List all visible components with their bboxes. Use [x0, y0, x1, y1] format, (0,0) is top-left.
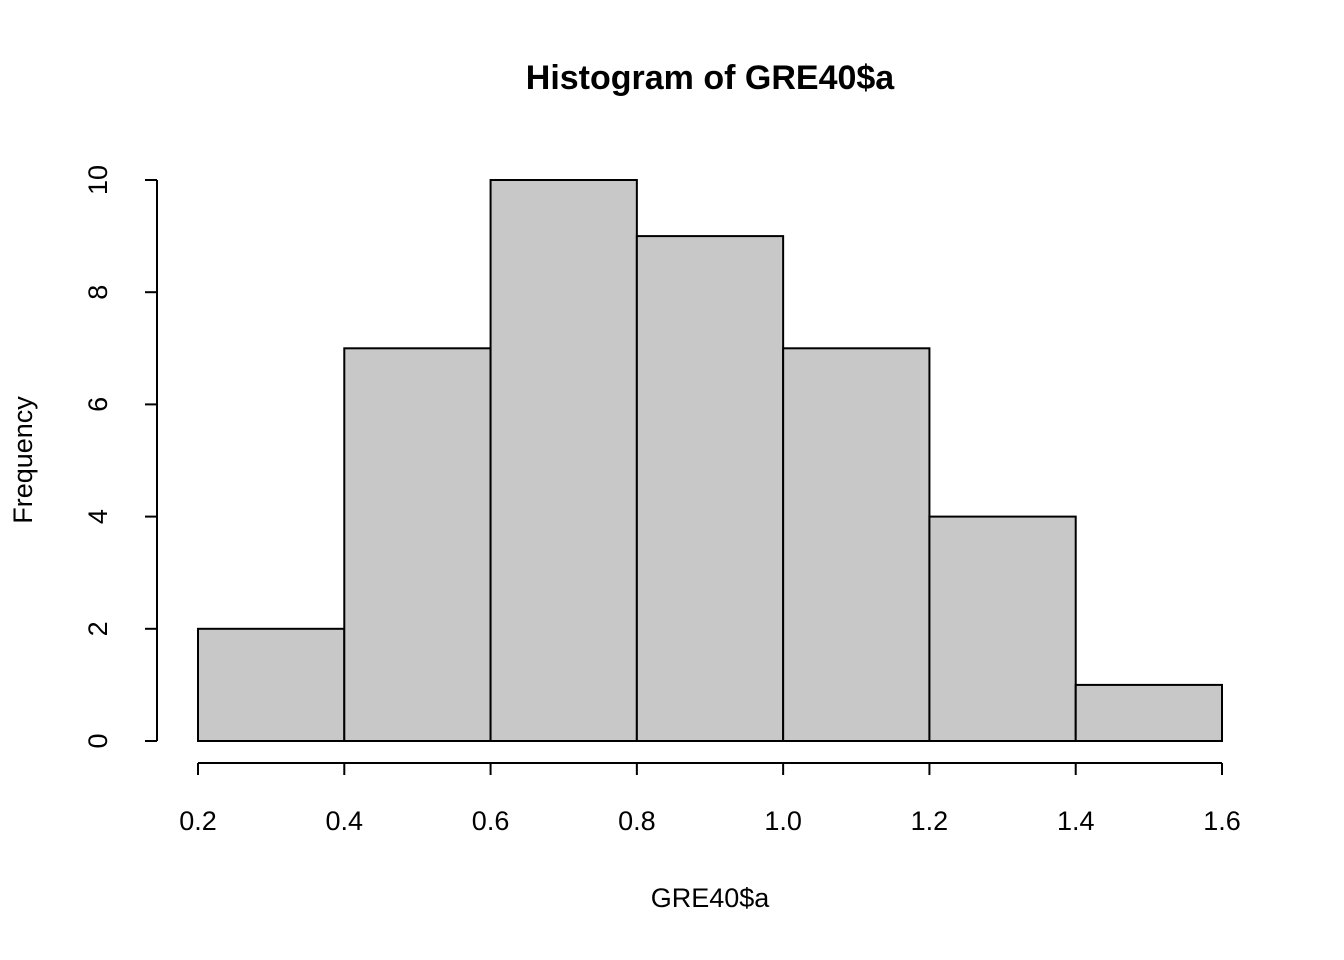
- y-tick-label: 2: [83, 621, 113, 636]
- y-tick-label: 0: [83, 733, 113, 748]
- bar: [635, 235, 785, 742]
- x-tick-label: 0.6: [472, 806, 510, 836]
- x-tick-label: 0.4: [326, 806, 364, 836]
- bar: [343, 347, 492, 742]
- bar: [928, 515, 1077, 742]
- y-tick-label: 4: [83, 509, 113, 524]
- y-tick-label: 10: [83, 165, 113, 195]
- x-tick-label: 1.0: [764, 806, 802, 836]
- x-tick-label: 0.2: [179, 806, 217, 836]
- bar: [489, 179, 638, 742]
- bar: [782, 347, 931, 742]
- x-axis-label: GRE40$a: [651, 883, 771, 913]
- y-tick-label: 6: [83, 397, 113, 412]
- y-tick-label: 8: [83, 285, 113, 300]
- chart-title: Histogram of GRE40$a: [526, 59, 896, 97]
- bar: [197, 627, 346, 742]
- x-tick-label: 1.6: [1203, 806, 1241, 836]
- x-tick-label: 1.4: [1057, 806, 1095, 836]
- x-tick-label: 1.2: [911, 806, 949, 836]
- x-tick-label: 0.8: [618, 806, 656, 836]
- bar: [1074, 683, 1223, 743]
- y-axis-label: Frequency: [8, 396, 38, 524]
